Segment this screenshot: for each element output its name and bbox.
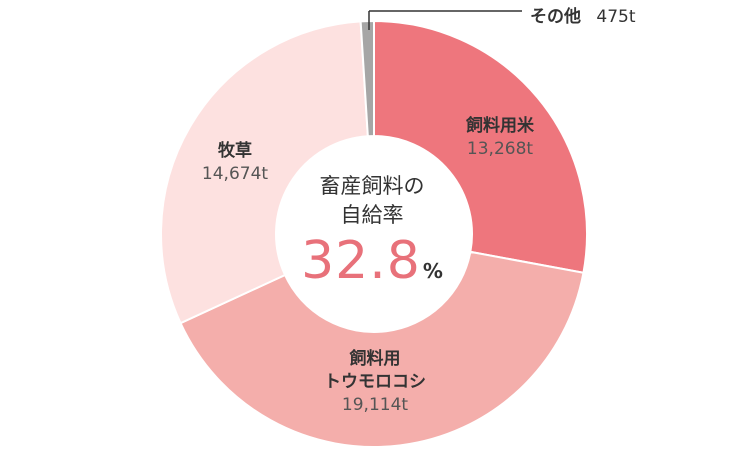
label-grass-name: 牧草 bbox=[218, 141, 252, 161]
label-other-name: その他 bbox=[530, 7, 581, 27]
center-ratio-value: 32.8 bbox=[301, 230, 421, 291]
label-grass: 牧草 14,674t bbox=[175, 140, 295, 186]
center-label: 畜産飼料の 自給率 32.8% bbox=[288, 172, 456, 291]
center-title-line1: 畜産飼料の bbox=[319, 174, 425, 198]
label-grass-value: 14,674t bbox=[201, 163, 269, 184]
donut-slices bbox=[160, 19, 588, 448]
label-corn-value: 19,114t bbox=[341, 394, 409, 415]
center-title-line2: 自給率 bbox=[340, 203, 404, 228]
slice-rice bbox=[373, 19, 588, 274]
slice-grass bbox=[160, 20, 369, 325]
label-rice-name: 飼料用米 bbox=[466, 116, 534, 136]
label-corn: 飼料用 トウモロコシ 19,114t bbox=[290, 348, 460, 417]
label-rice: 飼料用米 13,268t bbox=[420, 115, 580, 161]
label-rice-value: 13,268t bbox=[466, 138, 534, 159]
slice-other bbox=[359, 19, 375, 138]
label-corn-name-line1: 飼料用 bbox=[349, 349, 401, 369]
label-other-value: 475t bbox=[596, 7, 636, 27]
center-ratio: 32.8% bbox=[301, 231, 443, 291]
label-corn-name-line2: トウモロコシ bbox=[324, 371, 426, 392]
label-other: その他 475t bbox=[530, 2, 636, 27]
center-ratio-unit: % bbox=[422, 258, 443, 283]
slice-corn bbox=[179, 250, 585, 448]
